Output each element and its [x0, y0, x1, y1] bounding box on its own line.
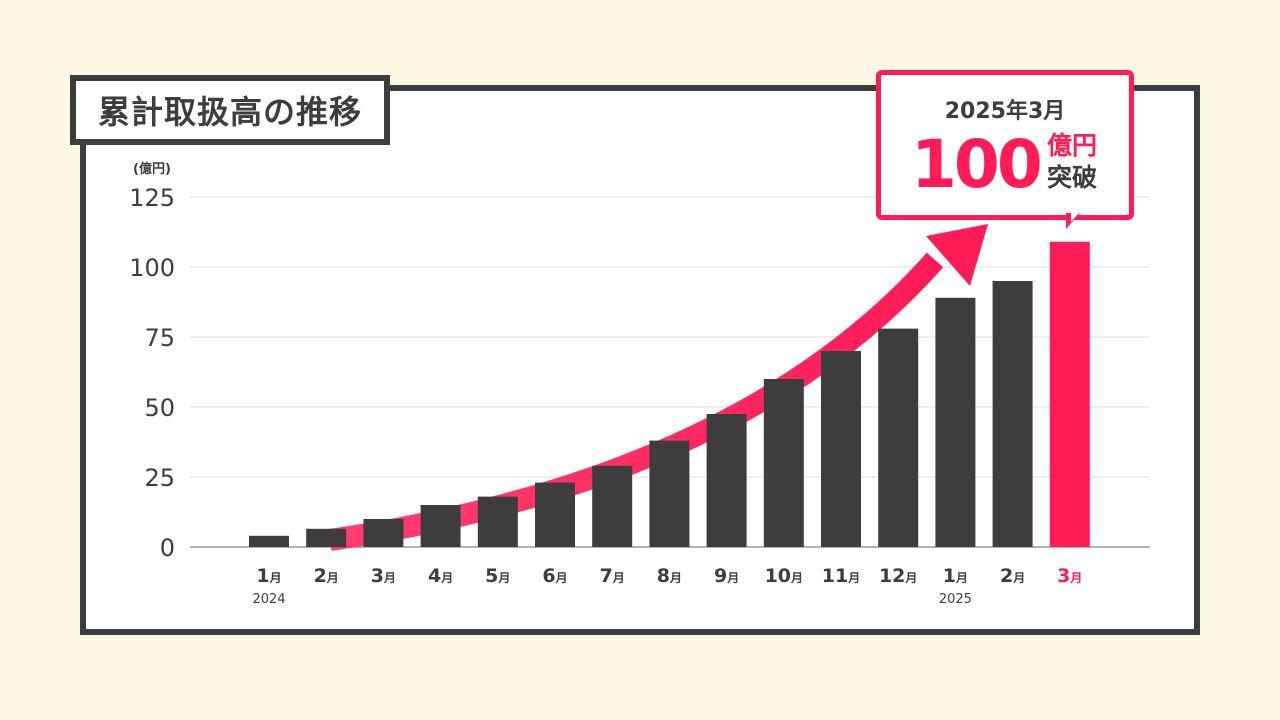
bar: [763, 379, 804, 547]
x-tick-label: 11月: [822, 565, 860, 587]
y-tick-label: 100: [129, 254, 175, 282]
x-tick-label: 1月: [943, 565, 968, 587]
bar: [477, 496, 518, 547]
y-axis-unit-label: (億円): [133, 162, 171, 177]
y-tick-label: 0: [160, 534, 175, 562]
x-tick-label: 4月: [428, 565, 453, 587]
callout-tail-inner: [1071, 213, 1079, 222]
year-label: 2025: [939, 592, 972, 607]
milestone-callout: 2025年3月 100 億円 突破: [876, 70, 1134, 220]
x-tick-label: 5月: [485, 565, 510, 587]
bar: [878, 328, 919, 547]
x-tick-label: 2月: [314, 565, 339, 587]
x-tick-labels: 1月 2月 3月 4月 5月 6月 7月 8月 9月 10月 11月 12月 1月 2月 3月 2024 202…: [252, 565, 1082, 607]
x-tick-label: 10月: [765, 565, 803, 587]
callout-suffix: 突破: [1047, 163, 1098, 192]
x-tick-label: 3月: [371, 565, 396, 587]
bar: [992, 281, 1033, 547]
callout-date: 2025年3月: [944, 99, 1066, 124]
bar: [363, 519, 404, 547]
x-tick-label: 7月: [600, 565, 625, 587]
callout-amount: 100: [911, 126, 1043, 203]
bar-highlight: [1049, 241, 1090, 548]
y-tick-label: 25: [144, 464, 175, 492]
bar: [420, 505, 461, 547]
y-tick-label: 125: [129, 184, 175, 212]
x-tick-label: 9月: [714, 565, 739, 587]
bar: [535, 482, 575, 547]
x-tick-label: 2月: [1000, 565, 1025, 587]
x-tick-label: 1月: [256, 565, 281, 587]
bar: [649, 440, 690, 547]
y-tick-label: 50: [144, 394, 175, 422]
year-label: 2024: [252, 592, 285, 607]
bar: [306, 528, 347, 547]
y-tick-labels: 0 25 50 75 100 125: [129, 184, 175, 562]
bar: [821, 351, 861, 547]
trend-arrow-head: [926, 224, 988, 286]
callout-unit: 億円: [1047, 131, 1098, 160]
chart-title: 累計取扱高の推移: [70, 75, 391, 145]
bar: [592, 465, 633, 547]
x-tick-label: 8月: [657, 565, 682, 587]
x-tick-label: 12月: [879, 565, 917, 587]
x-tick-label: 6月: [542, 565, 567, 587]
x-tick-label: 3月: [1057, 565, 1082, 587]
bar: [249, 535, 289, 547]
bar: [706, 414, 747, 547]
bars: [249, 241, 1090, 548]
bar: [935, 297, 976, 547]
y-tick-label: 75: [144, 324, 175, 352]
